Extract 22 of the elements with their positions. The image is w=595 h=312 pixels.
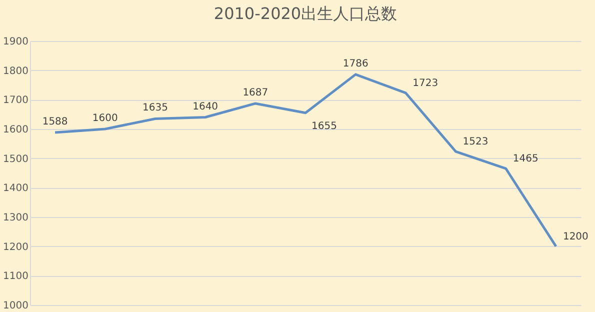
y-tick-label: 1200 xyxy=(3,242,28,253)
data-label: 1640 xyxy=(192,101,218,112)
data-label: 1655 xyxy=(312,120,337,132)
y-tick-label: 1600 xyxy=(3,124,28,136)
y-tick-label: 1400 xyxy=(3,183,28,194)
data-label: 1200 xyxy=(562,231,588,242)
y-tick-label: 1100 xyxy=(3,271,28,282)
y-tick-label: 1000 xyxy=(3,300,28,312)
data-label: 1723 xyxy=(412,78,438,89)
y-tick-label: 1500 xyxy=(3,154,28,165)
y-tick-label: 1300 xyxy=(3,212,28,224)
y-tick-label: 1800 xyxy=(3,66,28,77)
data-label: 1786 xyxy=(342,58,368,70)
chart-title: 2010-2020出生人口总数 xyxy=(214,4,398,23)
data-label: 1523 xyxy=(462,136,488,148)
y-tick-label: 1900 xyxy=(3,36,28,48)
data-label: 1465 xyxy=(512,154,538,165)
data-label: 1635 xyxy=(142,102,168,114)
data-label: 1588 xyxy=(42,116,68,128)
data-label: 1600 xyxy=(92,113,118,124)
y-tick-label: 1700 xyxy=(3,95,28,106)
data-label: 1687 xyxy=(242,87,268,98)
